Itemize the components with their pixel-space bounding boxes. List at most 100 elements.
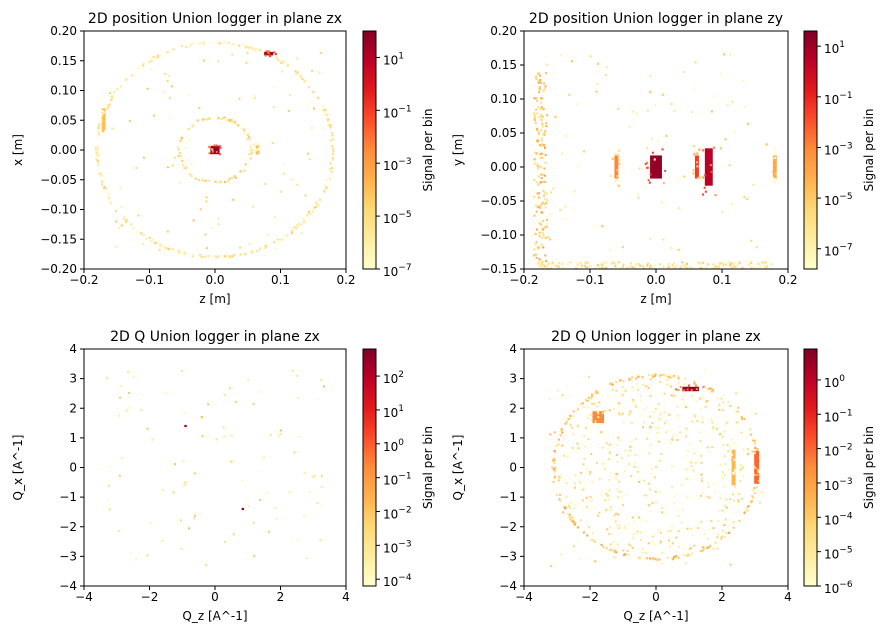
heatmap-cell [247, 133, 250, 136]
x-tick-label: 0.1 [712, 273, 731, 287]
heatmap-cell [223, 541, 226, 544]
heatmap-cell [161, 244, 164, 247]
heatmap-cell [534, 97, 538, 100]
heatmap-cell [325, 186, 328, 189]
colorbar [362, 348, 377, 587]
heatmap-cell [726, 104, 729, 107]
heatmap-cell [216, 181, 219, 184]
heatmap-cell [585, 505, 588, 508]
heatmap-cell [721, 409, 724, 412]
heatmap-cell [535, 228, 538, 231]
heatmap-cell [646, 166, 649, 169]
heatmap-cell [617, 513, 620, 516]
heatmap-cell [219, 147, 222, 150]
heatmap-cell [738, 519, 741, 522]
y-tick-label: −0.15 [480, 262, 517, 276]
heatmap-cell [722, 53, 725, 56]
heatmap-cell [561, 262, 564, 265]
heatmap-cell [217, 60, 220, 63]
chart-title: 2D Q Union logger in plane zx [110, 329, 320, 345]
heatmap-cell [717, 265, 720, 268]
heatmap-cell [742, 448, 745, 451]
heatmap-cell [672, 496, 675, 499]
heatmap-cell [671, 435, 674, 438]
heatmap-cell [540, 211, 543, 214]
heatmap-cell [735, 410, 738, 413]
heatmap-cell [264, 54, 267, 57]
heatmap-cell [630, 262, 633, 265]
heatmap-cell [297, 225, 300, 228]
colorbar-tick-label: 10−4 [824, 511, 853, 527]
heatmap-cell [623, 525, 626, 528]
heatmap-cell [666, 383, 669, 386]
colorbar-tick-label: 101 [824, 40, 845, 56]
heatmap-cell [716, 547, 719, 550]
heatmap-cell [258, 142, 261, 145]
heatmap-cell [108, 92, 112, 95]
heatmap-cell [720, 535, 723, 538]
heatmap-cell [296, 183, 299, 186]
x-tick-label: −2 [141, 590, 159, 604]
heatmap-cell [683, 175, 686, 178]
heatmap-cell [616, 543, 619, 546]
heatmap-cell [317, 96, 320, 99]
heatmap-cell [163, 247, 166, 250]
heatmap-cell [697, 261, 700, 264]
heatmap-cell [741, 465, 744, 468]
heatmap-cell [653, 411, 656, 414]
heatmap-cell [615, 523, 618, 526]
heatmap-cell [645, 385, 648, 388]
heatmap-cell [658, 459, 661, 462]
heatmap-cell [681, 543, 684, 546]
heatmap-cell [749, 500, 752, 503]
plot-area [84, 349, 346, 586]
heatmap-cell [701, 416, 704, 419]
heatmap-cell [646, 147, 649, 150]
heatmap-cell [540, 181, 543, 184]
heatmap-cell [550, 191, 553, 194]
heatmap-cell [166, 166, 169, 169]
heatmap-cell [677, 207, 680, 210]
heatmap-cell [538, 192, 541, 195]
heatmap-cell [639, 400, 642, 403]
heatmap-cell [700, 473, 703, 476]
heatmap-cell [545, 202, 548, 205]
heatmap-cell [594, 560, 597, 563]
heatmap-cell [633, 465, 636, 468]
heatmap-cell [600, 266, 603, 269]
heatmap-cell [552, 469, 555, 472]
heatmap-cell [609, 248, 612, 251]
heatmap-cell [100, 135, 103, 138]
heatmap-cell [653, 267, 656, 269]
heatmap-cell [252, 205, 255, 208]
heatmap-cell [650, 411, 653, 414]
heatmap-cell [264, 244, 267, 247]
heatmap-cell [626, 549, 629, 552]
heatmap-cell [121, 457, 124, 460]
heatmap-cell [771, 179, 774, 183]
heatmap-cell [732, 472, 735, 475]
heatmap-cell [716, 533, 719, 536]
heatmap-cell [535, 241, 538, 244]
heatmap-cell [733, 499, 736, 502]
heatmap-cell [649, 264, 652, 267]
heatmap-cell [180, 136, 183, 139]
heatmap-cell [618, 149, 621, 152]
heatmap-cell [587, 416, 590, 419]
heatmap-cell [549, 433, 552, 436]
heatmap-cell [541, 227, 544, 230]
x-tick-label: 0 [652, 590, 660, 604]
heatmap-cell [272, 51, 275, 54]
heatmap-cell [737, 499, 740, 502]
heatmap-cell [105, 125, 108, 128]
heatmap-cell [553, 462, 556, 465]
heatmap-cell [297, 538, 300, 541]
heatmap-cell [171, 248, 174, 251]
heatmap-cell [629, 449, 632, 452]
heatmap-cell [330, 167, 333, 170]
heatmap-cell [752, 465, 756, 468]
heatmap-cell [254, 148, 257, 151]
heatmap-cell [566, 455, 569, 458]
heatmap-cell [661, 373, 664, 376]
